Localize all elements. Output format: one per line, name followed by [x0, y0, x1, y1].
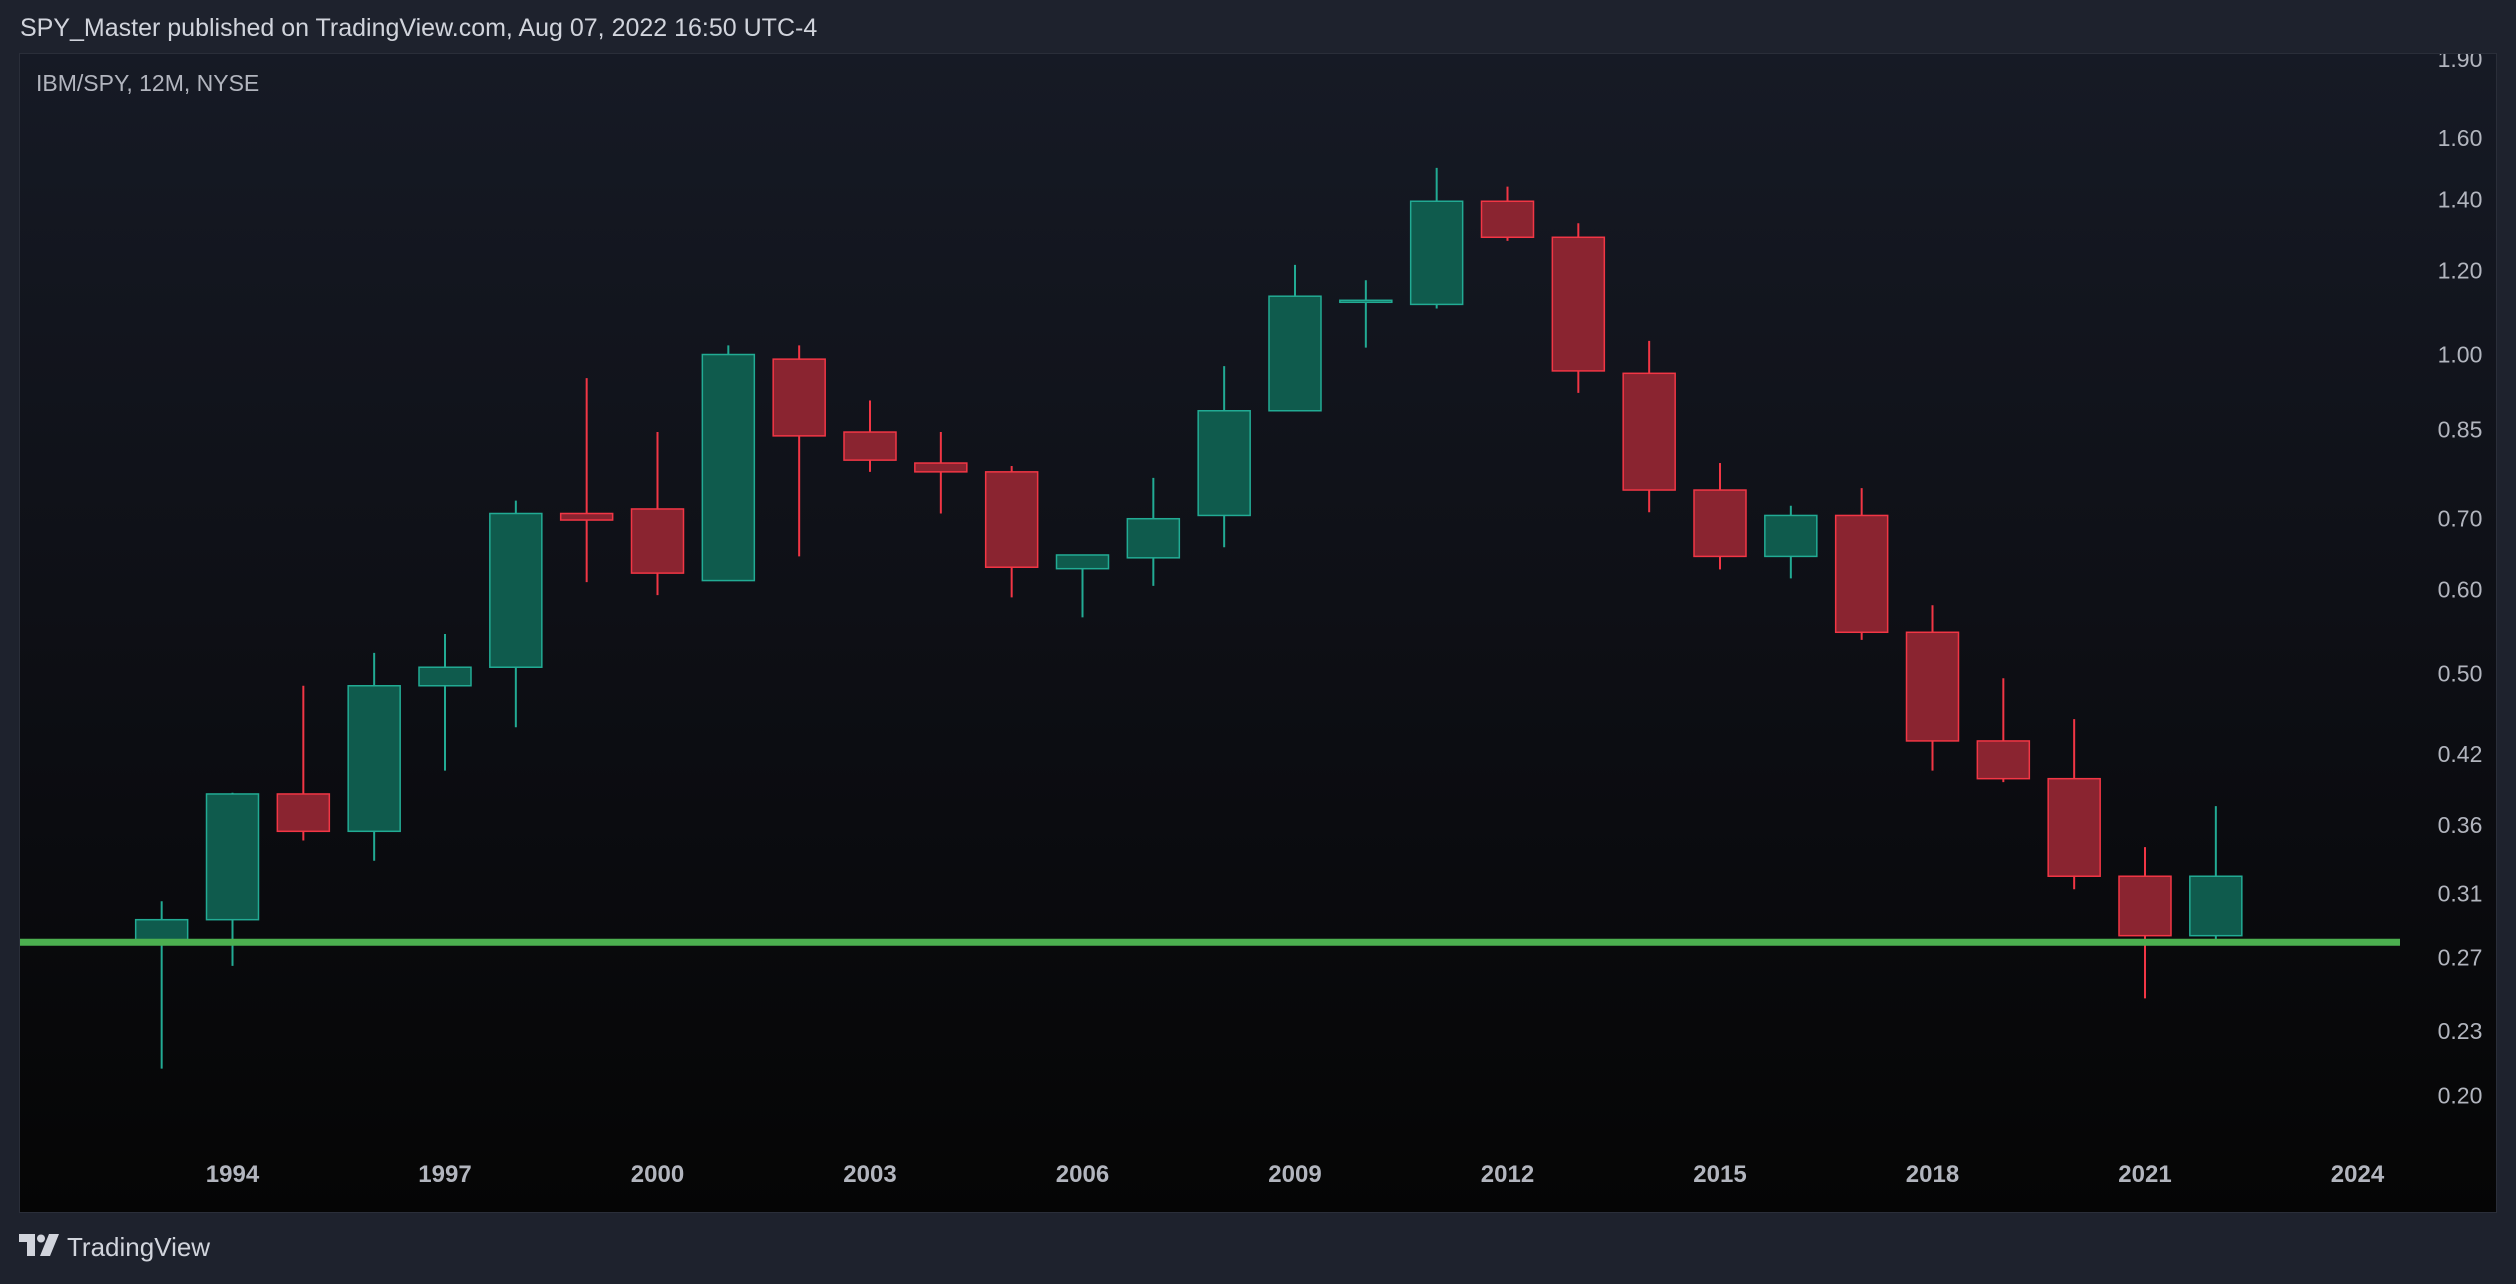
tradingview-logo-icon: [19, 1232, 59, 1263]
candle-body: [1551, 236, 1606, 372]
y-tick-label: 0.36: [2438, 812, 2483, 838]
chart-panel[interactable]: 1.90 1.60 1.40 1.20 1.00 0.85 0.70 0.60 0.50 0.42…: [19, 53, 2497, 1213]
y-tick-label: 1.40: [2438, 187, 2483, 213]
y-tick-label: 0.50: [2438, 661, 2483, 687]
y-tick-label: 0.60: [2438, 577, 2483, 603]
y-tick-label: 0.20: [2438, 1082, 2483, 1108]
x-tick-label: 2009: [1268, 1161, 1321, 1188]
candle-body: [630, 508, 685, 574]
brand-name: TradingView: [67, 1232, 211, 1262]
candle-body: [1197, 410, 1251, 517]
candle-body: [347, 685, 401, 833]
candle-body: [843, 431, 897, 461]
candlestick-chart[interactable]: 1.90 1.60 1.40 1.20 1.00 0.85 0.70 0.60 0.50 0.42…: [20, 54, 2497, 1213]
candle-body: [559, 512, 614, 521]
x-tick-label: 1994: [206, 1161, 260, 1188]
candle-body: [2047, 777, 2101, 877]
candle-body: [418, 666, 472, 687]
y-tick-label: 0.27: [2438, 944, 2483, 970]
candle-body: [1126, 517, 1181, 559]
candle-body: [2118, 875, 2172, 937]
y-tick-label: 1.20: [2438, 258, 2483, 284]
footer-brand[interactable]: TradingView: [19, 1232, 210, 1263]
y-tick-label: 0.23: [2438, 1018, 2483, 1044]
y-tick-label: 1.60: [2438, 125, 2483, 151]
candle-body: [489, 512, 543, 668]
candle-body: [1693, 489, 1747, 558]
candle-body: [914, 462, 968, 473]
x-tick-label: 1997: [418, 1161, 471, 1188]
candle-body: [1339, 299, 1393, 304]
x-tick-label: 2006: [1056, 1161, 1109, 1188]
candle-body: [1055, 554, 1110, 570]
candle-body: [1480, 200, 1535, 239]
candle-body: [1622, 372, 1676, 491]
candle-body: [1409, 200, 1464, 306]
candle-body: [701, 353, 756, 582]
x-tick-label: 2012: [1481, 1161, 1534, 1188]
y-tick-label: 0.85: [2438, 416, 2483, 442]
candle-body: [1764, 514, 1818, 558]
candle-body: [1905, 631, 1960, 742]
candle-body: [772, 358, 826, 437]
candle-body: [984, 471, 1039, 568]
publish-info: SPY_Master published on TradingView.com,…: [20, 14, 818, 42]
x-tick-label: 2021: [2118, 1161, 2171, 1188]
candle-body: [1268, 295, 1322, 412]
y-tick-label: 1.90: [2438, 54, 2483, 72]
x-tick-label: 2024: [2331, 1161, 2385, 1188]
candle-body: [276, 793, 331, 833]
y-tick-label: 0.31: [2438, 881, 2483, 907]
symbol-label: IBM/SPY, 12M, NYSE: [36, 70, 260, 96]
y-tick-label: 0.70: [2438, 506, 2483, 532]
candle-body: [2189, 875, 2243, 937]
x-tick-label: 2015: [1693, 1161, 1746, 1188]
y-tick-label: 1.00: [2438, 342, 2483, 368]
x-tick-label: 2000: [631, 1161, 684, 1188]
x-tick-label: 2018: [1906, 1161, 1959, 1188]
y-tick-label: 0.42: [2438, 741, 2483, 767]
candle-body: [1834, 514, 1889, 634]
candle-body: [205, 793, 260, 921]
candle-body: [1976, 740, 2031, 780]
x-tick-label: 2003: [843, 1161, 896, 1188]
